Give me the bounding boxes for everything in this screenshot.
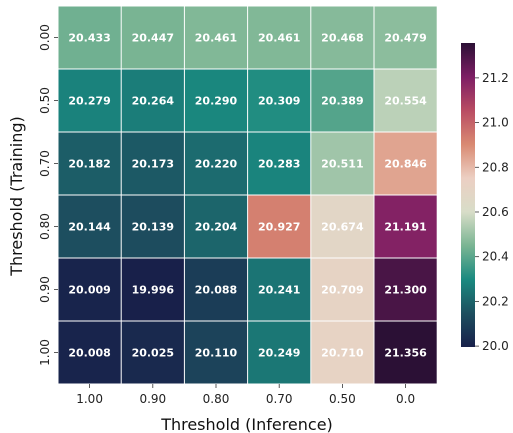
cell-value-label: 20.710 [321, 347, 364, 360]
heatmap-cell [374, 6, 437, 69]
colorbar-tick-label: 20.8 [482, 160, 509, 174]
x-tick-label: 0.70 [266, 392, 293, 406]
colorbar-gradient [461, 43, 475, 347]
y-tick-label: 0.80 [38, 213, 52, 240]
heatmap-cell [121, 132, 184, 195]
cell-value-label: 20.461 [195, 32, 237, 45]
heatmap-cell [248, 132, 311, 195]
heatmap-cell [311, 258, 374, 321]
y-tick-label: 1.00 [38, 339, 52, 366]
heatmap-cell [374, 258, 437, 321]
heatmap-cell [184, 132, 248, 195]
heatmap-cell [121, 321, 184, 384]
heatmap-cell [311, 132, 374, 195]
x-tick-labels: 1.00 0.90 0.80 0.70 0.50 0.0 [76, 384, 415, 406]
cell-value-label: 20.674 [321, 221, 364, 234]
cell-value-label: 20.144 [68, 221, 111, 234]
x-tick-label: 0.0 [396, 392, 415, 406]
cell-value-label: 21.356 [384, 347, 427, 360]
heatmap-cell [248, 195, 311, 258]
heatmap-cell [121, 69, 184, 132]
heatmap-cell [311, 195, 374, 258]
cell-value-label: 21.191 [384, 221, 426, 234]
heatmap-cell [374, 321, 437, 384]
heatmap-cell [58, 6, 121, 69]
cell-value-label: 20.008 [68, 347, 110, 360]
colorbar-tick-label: 20.2 [482, 294, 509, 308]
heatmap-cell [311, 6, 374, 69]
heatmap-cell [311, 69, 374, 132]
cell-value-label: 20.025 [132, 347, 174, 360]
cell-value-label: 20.846 [384, 158, 427, 171]
colorbar-tick-label: 21.0 [482, 116, 509, 130]
y-tick-label: 0.90 [38, 276, 52, 303]
x-tick-label: 1.00 [76, 392, 103, 406]
cell-value-label: 20.182 [68, 158, 110, 171]
cell-value-label: 20.249 [258, 347, 300, 360]
heatmap-cell [184, 6, 248, 69]
heatmap-cell [184, 321, 248, 384]
x-tick-label: 0.50 [329, 392, 356, 406]
x-axis-title: Threshold (Inference) [160, 415, 333, 433]
cell-value-label: 20.009 [68, 284, 110, 297]
cell-value-label: 20.173 [132, 158, 174, 171]
cell-value-label: 20.554 [384, 95, 427, 108]
heatmap-cell [248, 69, 311, 132]
cell-value-label: 20.241 [258, 284, 300, 297]
y-tick-label: 0.00 [38, 24, 52, 51]
y-tick-labels: 0.00 0.50 0.70 0.80 0.90 1.00 [38, 24, 58, 366]
colorbar: 20.0 20.2 20.4 20.6 20.8 21.0 21.2 [461, 43, 509, 353]
cell-value-label: 20.511 [321, 158, 363, 171]
cell-value-label: 20.220 [195, 158, 238, 171]
heatmap-cell [58, 258, 121, 321]
y-axis-title: Threshold (Training) [7, 116, 26, 277]
cell-value-label: 19.996 [132, 284, 175, 297]
heatmap-cell [121, 258, 184, 321]
heatmap-cell [311, 321, 374, 384]
heatmap-cell [184, 195, 248, 258]
y-tick-label: 0.50 [38, 87, 52, 114]
heatmap-cell [374, 195, 437, 258]
cell-value-label: 20.139 [132, 221, 174, 234]
heatmap-cell [374, 69, 437, 132]
cell-value-label: 20.447 [132, 32, 174, 45]
cell-value-label: 20.279 [68, 95, 110, 108]
cell-value-label: 20.088 [195, 284, 237, 297]
cell-value-label: 20.709 [321, 284, 363, 297]
colorbar-tick-label: 20.4 [482, 250, 509, 264]
heatmap-cell [58, 132, 121, 195]
heatmap-cell [184, 69, 248, 132]
cell-value-label: 20.204 [195, 221, 238, 234]
heatmap-cell [248, 321, 311, 384]
heatmap-cell [58, 69, 121, 132]
cell-value-label: 20.461 [258, 32, 300, 45]
cell-value-label: 20.468 [321, 32, 363, 45]
cell-value-label: 20.479 [384, 32, 426, 45]
cell-value-label: 20.433 [68, 32, 110, 45]
colorbar-tick-label: 21.2 [482, 71, 509, 85]
cell-value-label: 20.110 [195, 347, 238, 360]
cell-value-label: 20.283 [258, 158, 300, 171]
heatmap-cell [374, 132, 437, 195]
heatmap-cell [248, 258, 311, 321]
x-tick-label: 0.90 [139, 392, 166, 406]
cell-value-label: 20.389 [321, 95, 363, 108]
heatmap-cell [248, 6, 311, 69]
cell-value-label: 20.309 [258, 95, 300, 108]
colorbar-tick-label: 20.0 [482, 339, 509, 353]
y-tick-label: 0.70 [38, 150, 52, 177]
heatmap-cell [58, 321, 121, 384]
x-tick-label: 0.80 [203, 392, 230, 406]
heatmap-cell [121, 195, 184, 258]
cell-value-label: 20.927 [258, 221, 300, 234]
heatmap-cells: 20.433 20.447 20.461 20.461 20.468 20.479 20.2… [58, 6, 437, 384]
heatmap-cell [184, 258, 248, 321]
heatmap-cell [58, 195, 121, 258]
colorbar-tick-label: 20.6 [482, 205, 509, 219]
cell-value-label: 21.300 [384, 284, 427, 297]
cell-value-label: 20.264 [132, 95, 175, 108]
heatmap-cell [121, 6, 184, 69]
cell-value-label: 20.290 [195, 95, 238, 108]
